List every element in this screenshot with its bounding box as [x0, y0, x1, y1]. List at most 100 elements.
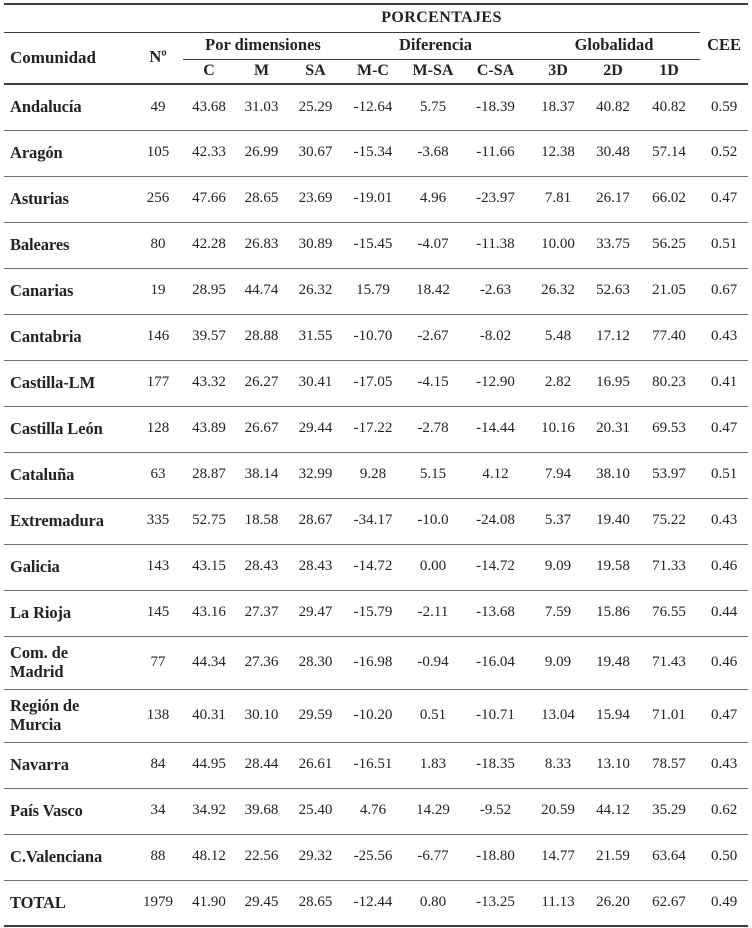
subcolumn-header-m: M: [253, 62, 270, 80]
cell-sa: 25.40: [288, 787, 343, 834]
cell-m-c: 15.79: [343, 267, 403, 314]
cell-n: 49: [133, 83, 183, 130]
cell-m-c: -12.44: [343, 879, 403, 927]
cell-1d: 78.57: [638, 741, 701, 788]
cell-m: 26.83: [235, 221, 288, 268]
cell-c: 44.34: [183, 635, 235, 689]
cell-c: 43.32: [183, 359, 235, 406]
row-label-comunidad: Extremadura: [4, 497, 133, 544]
table-row: Baleares 80 42.28 26.83 30.89 -15.45 -4.07 -11.…: [4, 221, 749, 268]
cell-1d: 53.97: [638, 451, 701, 498]
table-row: Castilla León 128 43.89 26.67 29.44 -17.22 -2.…: [4, 405, 749, 452]
row-label-comunidad: Com. de Madrid: [4, 635, 133, 689]
cell-m-sa: 4.96: [403, 175, 463, 222]
cell-c: 43.15: [183, 543, 235, 590]
cell-m-sa: -2.67: [403, 313, 463, 360]
cell-m-c: -34.17: [343, 497, 403, 544]
cell-2d: 19.58: [588, 543, 638, 590]
cell-m-sa: 14.29: [403, 787, 463, 834]
cell-2d: 19.40: [588, 497, 638, 544]
cell-m-sa: -2.11: [403, 589, 463, 636]
cell-c: 34.92: [183, 787, 235, 834]
cell-m: 44.74: [235, 267, 288, 314]
cell-c: 39.57: [183, 313, 235, 360]
group-header-por-dimensiones: Por dimensiones: [183, 32, 343, 60]
cell-3d: 5.37: [528, 497, 588, 544]
cell-c-sa: -18.39: [463, 83, 528, 130]
cell-cee: 0.46: [700, 543, 749, 590]
cell-c-sa: -14.72: [463, 543, 528, 590]
row-label-comunidad: Cataluña: [4, 451, 133, 498]
cell-3d: 2.82: [528, 359, 588, 406]
cell-m: 28.88: [235, 313, 288, 360]
cell-n: 146: [133, 313, 183, 360]
cell-c-sa: -23.97: [463, 175, 528, 222]
table-row: Castilla-LM 177 43.32 26.27 30.41 -17.05 -4.15…: [4, 359, 749, 406]
cell-m-sa: 0.80: [403, 879, 463, 927]
cell-n: 84: [133, 741, 183, 788]
cell-c: 43.89: [183, 405, 235, 452]
cell-c-sa: -18.80: [463, 833, 528, 880]
cell-c: 47.66: [183, 175, 235, 222]
cell-c: 43.16: [183, 589, 235, 636]
cell-2d: 21.59: [588, 833, 638, 880]
cell-m-sa: -4.15: [403, 359, 463, 406]
cell-1d: 75.22: [638, 497, 701, 544]
n-column-header: Nº: [149, 47, 167, 67]
cell-1d: 77.40: [638, 313, 701, 360]
cell-m: 26.67: [235, 405, 288, 452]
subcolumn-header-3d: 3D: [548, 62, 568, 80]
row-label-comunidad: Castilla León: [4, 405, 133, 452]
cell-m-c: -17.22: [343, 405, 403, 452]
cell-n: 256: [133, 175, 183, 222]
cell-n: 177: [133, 359, 183, 406]
cell-m-c: 9.28: [343, 451, 403, 498]
subcolumn-header-c: C: [203, 62, 215, 80]
cell-n: 128: [133, 405, 183, 452]
cell-m: 27.36: [235, 635, 288, 689]
cell-sa: 26.61: [288, 741, 343, 788]
cell-m-sa: -0.94: [403, 635, 463, 689]
cell-n: 19: [133, 267, 183, 314]
cell-cee: 0.51: [700, 221, 749, 268]
cell-cee: 0.44: [700, 589, 749, 636]
cell-m-c: -19.01: [343, 175, 403, 222]
header-row-title: PORCENTAJES: [4, 3, 749, 33]
row-label-comunidad: C.Valenciana: [4, 833, 133, 880]
cell-1d: 80.23: [638, 359, 701, 406]
cell-m-c: -17.05: [343, 359, 403, 406]
cell-2d: 26.17: [588, 175, 638, 222]
table-row: Com. de Madrid 77 44.34 27.36 28.30 -16.98 -0.…: [4, 635, 749, 689]
cell-m-sa: 0.00: [403, 543, 463, 590]
row-label-comunidad: Andalucía: [4, 83, 133, 130]
cell-m-c: -15.79: [343, 589, 403, 636]
cell-cee: 0.46: [700, 635, 749, 689]
table-row: Cantabria 146 39.57 28.88 31.55 -10.70 -2.67 -8…: [4, 313, 749, 360]
cell-3d: 18.37: [528, 83, 588, 130]
cell-c: 28.87: [183, 451, 235, 498]
cell-2d: 19.48: [588, 635, 638, 689]
cell-2d: 44.12: [588, 787, 638, 834]
cell-1d: 63.64: [638, 833, 701, 880]
cell-m-c: -16.51: [343, 741, 403, 788]
cell-c: 44.95: [183, 741, 235, 788]
cell-2d: 38.10: [588, 451, 638, 498]
cell-2d: 13.10: [588, 741, 638, 788]
cell-m: 26.27: [235, 359, 288, 406]
cell-n: 80: [133, 221, 183, 268]
cell-1d: 71.43: [638, 635, 701, 689]
cell-3d: 8.33: [528, 741, 588, 788]
cell-1d: 21.05: [638, 267, 701, 314]
subcolumn-header-m-sa: M-SA: [412, 62, 454, 80]
total-row: TOTAL 1979 41.90 29.45 28.65 -12.44 0.80 -13.25…: [4, 879, 749, 927]
cell-m: 28.44: [235, 741, 288, 788]
row-label-comunidad: País Vasco: [4, 787, 133, 834]
group-header-diferencia: Diferencia: [343, 32, 528, 60]
table-row: Navarra 84 44.95 28.44 26.61 -16.51 1.83 -18.35…: [4, 741, 749, 788]
cell-3d: 26.32: [528, 267, 588, 314]
cell-1d: 71.33: [638, 543, 701, 590]
cell-3d: 9.09: [528, 635, 588, 689]
cell-sa: 23.69: [288, 175, 343, 222]
cell-cee: 0.50: [700, 833, 749, 880]
cell-c: 28.95: [183, 267, 235, 314]
